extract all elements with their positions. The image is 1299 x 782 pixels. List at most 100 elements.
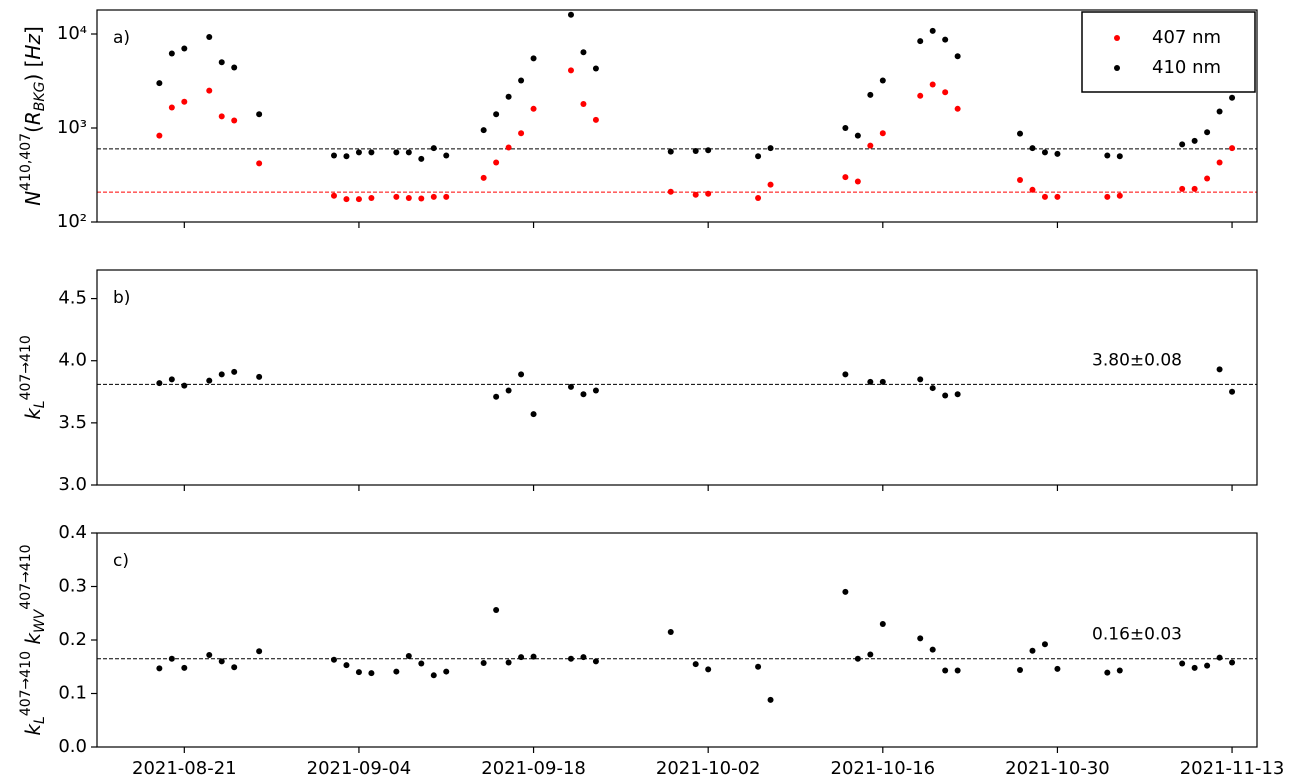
data-point [1041, 641, 1048, 648]
data-point [879, 130, 886, 137]
data-point [518, 654, 525, 661]
data-point [168, 655, 175, 662]
data-point [854, 178, 861, 185]
data-point [355, 149, 362, 156]
data-point [405, 195, 412, 202]
data-point [156, 80, 163, 87]
x-tick-label: 2021-08-21 [132, 758, 237, 779]
data-point [393, 668, 400, 675]
y-axis-label-part: BKG [32, 81, 48, 111]
plot-frame [96, 9, 1258, 223]
x-tick-label: 2021-10-16 [831, 758, 936, 779]
data-point [842, 174, 849, 181]
data-point [954, 667, 961, 674]
x-tick-label: 2021-10-30 [1005, 758, 1110, 779]
data-point [705, 666, 712, 673]
y-axis-label-part: N [21, 191, 45, 206]
data-point [181, 664, 188, 671]
data-point [493, 393, 500, 400]
data-point [405, 149, 412, 156]
y-axis-label-part: 410,407 [18, 133, 34, 191]
data-point [755, 153, 762, 160]
data-point [1179, 660, 1186, 667]
data-point [954, 53, 961, 60]
data-point [1104, 152, 1111, 159]
data-point [929, 27, 936, 34]
data-point [505, 387, 512, 394]
data-point [355, 196, 362, 203]
y-tick-label: 10³ [57, 117, 87, 138]
y-tick-label: 0.3 [58, 576, 87, 597]
plot-frame [96, 269, 1258, 486]
data-point [954, 105, 961, 112]
data-point [206, 87, 213, 94]
data-point [505, 93, 512, 100]
y-axis-label-part: R [21, 111, 45, 125]
data-point [879, 77, 886, 84]
data-point [1216, 654, 1223, 661]
data-point [530, 105, 537, 112]
data-point [430, 193, 437, 200]
data-point [418, 155, 425, 162]
data-point [418, 195, 425, 202]
data-point [1191, 664, 1198, 671]
data-point [929, 646, 936, 653]
y-axis-label-part: ] [21, 26, 45, 34]
data-point [355, 669, 362, 676]
legend-marker [1114, 35, 1120, 41]
data-point [867, 91, 874, 98]
data-point [1116, 153, 1123, 160]
data-point [867, 142, 874, 149]
x-tick-label: 2021-09-18 [481, 758, 586, 779]
data-point [330, 152, 337, 159]
data-point [156, 132, 163, 139]
y-axis-label-part: L [32, 400, 48, 408]
data-point [1191, 137, 1198, 144]
data-point [218, 59, 225, 66]
data-point [767, 181, 774, 188]
data-point [1204, 175, 1211, 182]
data-point [1029, 186, 1036, 193]
y-tick-label: 3.5 [58, 412, 87, 433]
data-point [168, 104, 175, 111]
data-point [667, 628, 674, 635]
y-tick-label: 0.0 [58, 736, 87, 757]
y-tick-label: 10² [57, 211, 87, 232]
y-tick-label: 0.2 [58, 629, 87, 650]
y-axis-label-part: k [21, 407, 45, 420]
data-point [256, 648, 263, 655]
data-point [368, 195, 375, 202]
data-point [368, 670, 375, 677]
data-point [854, 132, 861, 139]
data-point [418, 660, 425, 667]
data-point [218, 658, 225, 665]
y-tick-label: 4.5 [58, 288, 87, 309]
data-point [842, 588, 849, 595]
data-point [567, 67, 574, 74]
y-axis-label: N410,407(RBKG) [Hz] [18, 26, 48, 206]
data-point [480, 127, 487, 134]
data-point [505, 659, 512, 666]
data-point [580, 654, 587, 661]
data-point [942, 392, 949, 399]
data-point [692, 661, 699, 668]
plot-frame [96, 532, 1258, 748]
data-point [854, 655, 861, 662]
data-point [592, 387, 599, 394]
data-point [206, 651, 213, 658]
data-point [705, 147, 712, 154]
data-point [592, 658, 599, 665]
data-point [879, 620, 886, 627]
data-point [430, 672, 437, 679]
data-point [592, 116, 599, 123]
y-axis-label-part: ) [ [21, 60, 45, 82]
data-point [1104, 193, 1111, 200]
data-point [530, 411, 537, 418]
data-point [206, 33, 213, 40]
data-point [393, 193, 400, 200]
x-tick-label: 2021-09-04 [307, 758, 412, 779]
y-axis-label-part: WV [32, 608, 48, 633]
y-axis-label: kL407→410 [18, 335, 48, 420]
data-point [256, 111, 263, 118]
